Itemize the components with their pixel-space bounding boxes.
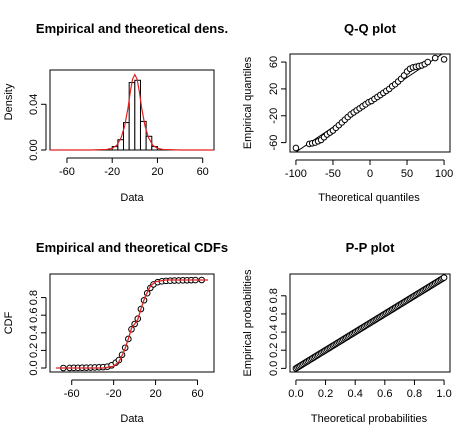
y-tick-label: 0.0 [268,361,280,376]
qq-plot-area [292,54,448,152]
cdf-plot-frame [49,273,215,373]
histogram-bar [139,120,147,151]
qq-point [431,54,439,62]
x-tick-label: -100 [285,168,307,180]
cdf-panel: Empirical and theoretical CDFs -60 -20 20 6… [3,240,228,425]
qq-plot-frame [289,53,451,153]
qq-point [292,144,300,152]
y-tick-label: 0.6 [28,308,40,323]
y-tick-label: 0.00 [28,139,40,160]
x-tick-label: 0.6 [377,388,392,400]
pp-plot-area [292,274,448,372]
pp-y-label: Empirical probabilities [242,269,254,376]
qq-title: Q-Q plot [344,21,397,36]
qq-panel: Q-Q plot -100 -50 0 50 100 -60 -20 20 60 Theore… [242,21,453,204]
qq-y-axis: -60 -20 20 60 [268,56,287,151]
y-tick-label: 0.8 [268,288,280,303]
pp-x-axis: 0.0 0.2 0.4 0.6 0.8 1.0 [288,379,452,400]
y-tick-label: 0.4 [268,324,280,339]
y-tick-label: 20 [268,83,280,95]
y-tick-label: -20 [268,108,280,124]
y-tick-label: 60 [268,56,280,68]
x-tick-label: 0.8 [407,388,422,400]
x-tick-label: 20 [151,166,163,178]
density-title: Empirical and theoretical dens. [36,21,228,36]
x-tick-label: 20 [149,388,161,400]
pp-plot-frame [289,273,451,373]
x-tick-label: 0.2 [318,388,333,400]
qq-x-label: Theoretical quantiles [318,192,420,204]
y-tick-label: 0.4 [28,325,40,340]
density-x-axis: -60 -20 20 60 [59,157,209,178]
y-tick-label: 0.04 [28,94,40,115]
qq-point [440,56,448,63]
cdf-y-axis: 0.0 0.2 0.4 0.6 0.8 [28,290,47,376]
x-tick-label: -20 [106,388,122,400]
cdf-title: Empirical and theoretical CDFs [36,240,228,255]
x-tick-label: -20 [104,166,120,178]
x-tick-label: -60 [64,388,80,400]
pp-point [440,274,448,281]
pp-y-axis: 0.0 0.2 0.4 0.6 0.8 [268,288,287,376]
x-tick-label: 1.0 [436,388,451,400]
x-tick-label: 0.0 [288,388,303,400]
pp-panel: P-P plot 0.0 0.2 0.4 0.6 0.8 1.0 0.0 0.2 0.4 0.6… [242,240,452,425]
density-y-axis: 0.00 0.04 [28,94,47,161]
y-tick-label: 0.6 [268,306,280,321]
density-x-label: Data [120,192,144,204]
density-plot-area [50,73,214,151]
x-tick-label: 60 [191,388,203,400]
y-tick-label: 0.0 [28,360,40,375]
density-y-label: Density [3,83,15,120]
x-tick-label: 60 [197,166,209,178]
pp-title: P-P plot [346,240,396,255]
cdf-x-axis: -60 -20 20 60 [64,379,204,400]
cdf-plot-area [56,276,208,372]
density-curve [50,73,214,151]
qq-point [424,58,432,66]
x-tick-label: 50 [401,168,413,180]
x-tick-label: 100 [435,168,453,180]
y-tick-label: 0.2 [28,343,40,358]
cdf-x-label: Data [120,413,144,425]
y-tick-label: 0.8 [28,290,40,305]
pp-x-label: Theoretical probabilities [311,413,428,425]
x-tick-label: 0.4 [348,388,363,400]
x-tick-label: -60 [59,166,75,178]
x-tick-label: -50 [325,168,341,180]
theoretical-cdf-curve [56,279,208,369]
y-tick-label: 0.2 [268,343,280,358]
cdf-y-label: CDF [3,311,15,334]
qq-x-axis: -100 -50 0 50 100 [285,159,453,180]
x-tick-label: 0 [367,168,373,180]
qq-y-label: Empirical quantiles [242,56,254,149]
density-panel: Empirical and theoretical dens. -60 -20 20… [3,21,228,204]
y-tick-label: -60 [268,135,280,151]
